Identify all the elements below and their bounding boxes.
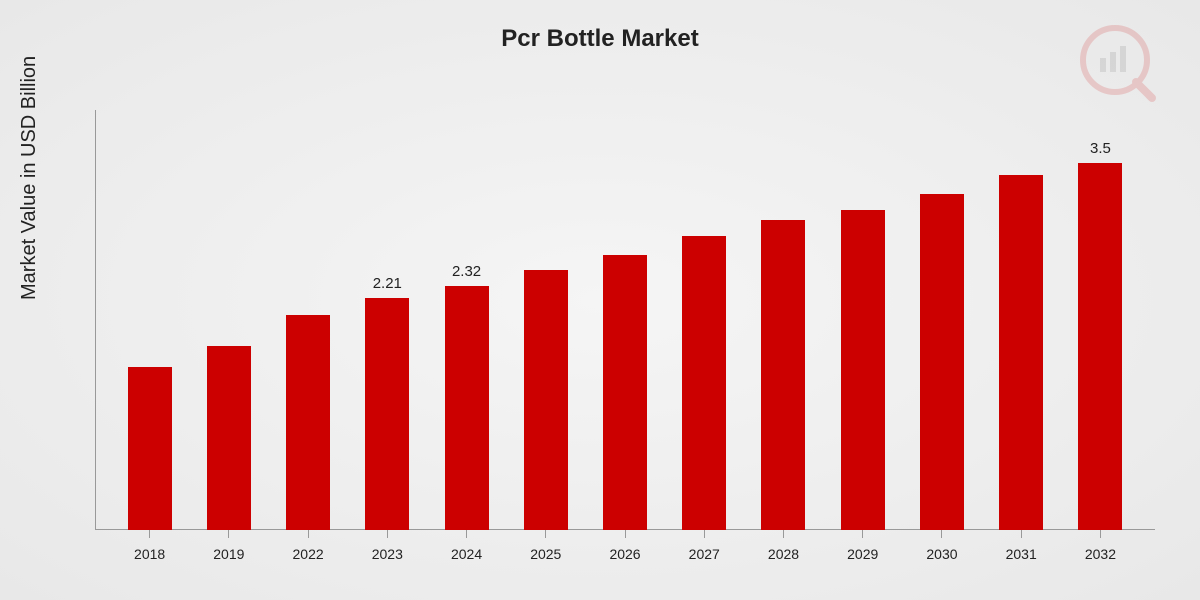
bar <box>524 270 568 530</box>
x-tick <box>466 530 467 538</box>
x-ticks <box>95 530 1155 538</box>
bar-group <box>110 110 189 530</box>
x-tick <box>941 530 942 538</box>
bar-value-label: 3.5 <box>1090 140 1111 157</box>
bar <box>128 367 172 530</box>
chart-container: 2.212.323.5 2018201920222023202420252026… <box>95 110 1155 530</box>
x-axis-label: 2023 <box>348 546 427 562</box>
x-axis-label: 2025 <box>506 546 585 562</box>
x-tick <box>704 530 705 538</box>
bar <box>920 194 964 530</box>
bar <box>603 255 647 530</box>
bar-group <box>744 110 823 530</box>
bar <box>207 346 251 530</box>
bar-value-label: 2.21 <box>373 275 402 292</box>
x-axis-label: 2019 <box>189 546 268 562</box>
bar <box>365 298 409 530</box>
bar <box>841 210 885 530</box>
x-tick <box>228 530 229 538</box>
x-axis-label: 2030 <box>902 546 981 562</box>
bar-group: 2.21 <box>348 110 427 530</box>
chart-title: Pcr Bottle Market <box>0 0 1200 53</box>
bar <box>1078 163 1122 531</box>
bar <box>682 236 726 530</box>
x-axis-label: 2026 <box>585 546 664 562</box>
x-axis-labels: 2018201920222023202420252026202720282029… <box>95 546 1155 562</box>
bar-group <box>665 110 744 530</box>
x-axis-label: 2024 <box>427 546 506 562</box>
x-axis-label: 2028 <box>744 546 823 562</box>
x-axis-label: 2022 <box>268 546 347 562</box>
x-tick <box>1021 530 1022 538</box>
bar-group <box>585 110 664 530</box>
bar-group <box>506 110 585 530</box>
bar-group: 3.5 <box>1061 110 1140 530</box>
bar <box>445 286 489 530</box>
y-axis-label: Market Value in USD Billion <box>18 56 41 300</box>
bar <box>286 315 330 530</box>
x-axis-label: 2032 <box>1061 546 1140 562</box>
bars-area: 2.21 2.32 3.5 <box>95 110 1155 530</box>
bar <box>999 175 1043 530</box>
x-tick <box>545 530 546 538</box>
x-tick <box>862 530 863 538</box>
bar-group <box>189 110 268 530</box>
x-axis-label: 2031 <box>982 546 1061 562</box>
bar-group <box>268 110 347 530</box>
bar <box>761 220 805 530</box>
x-tick <box>308 530 309 538</box>
x-tick <box>625 530 626 538</box>
bar-group <box>823 110 902 530</box>
x-tick <box>387 530 388 538</box>
bar-value-label: 2.32 <box>452 263 481 280</box>
x-tick <box>783 530 784 538</box>
x-tick <box>1100 530 1101 538</box>
watermark-logo-icon <box>1070 20 1160 115</box>
x-tick <box>149 530 150 538</box>
x-axis-label: 2018 <box>110 546 189 562</box>
bar-group <box>982 110 1061 530</box>
bar-group <box>902 110 981 530</box>
x-axis-label: 2029 <box>823 546 902 562</box>
bar-group: 2.32 <box>427 110 506 530</box>
x-axis-label: 2027 <box>665 546 744 562</box>
